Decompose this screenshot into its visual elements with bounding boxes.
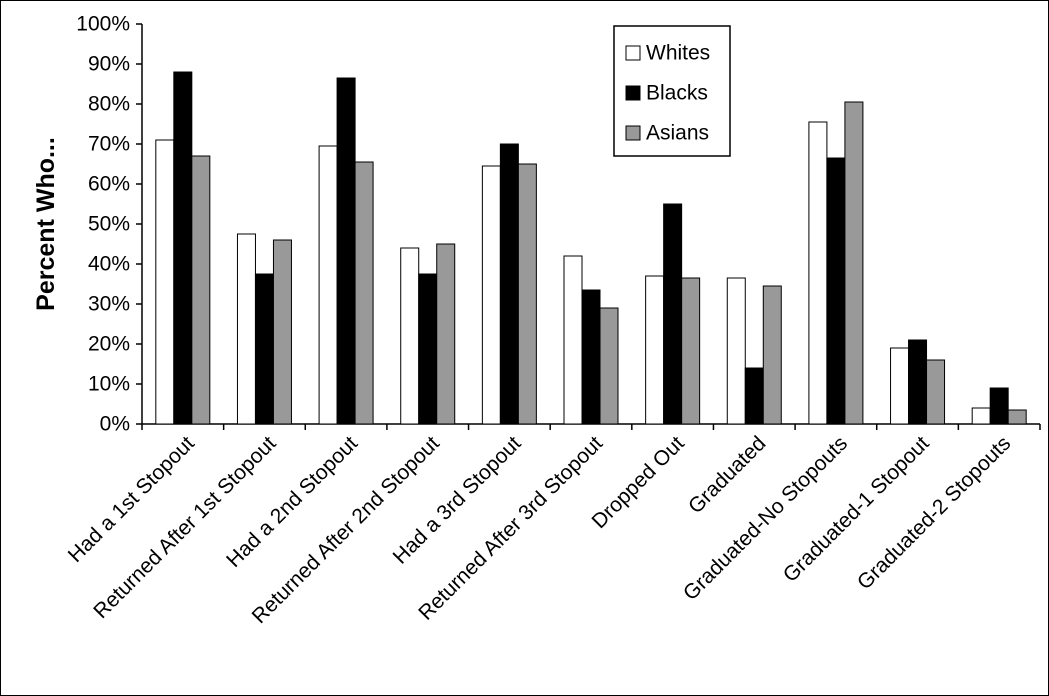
y-tick-label: 0% — [100, 413, 130, 436]
bar-asians — [272, 239, 292, 425]
legend-label: Blacks — [646, 82, 708, 105]
y-tick-labels: 0% 10% 20% 30% 40% 50% 60% 70% 80% 90% 100% — [76, 13, 130, 436]
y-tick-label: 50% — [88, 213, 130, 236]
bar-blacks — [744, 367, 764, 425]
bar-whites — [400, 247, 420, 425]
category-label: Graduated-1 Stopout — [779, 432, 934, 587]
bar-whites — [563, 255, 583, 425]
legend: Whites Blacks Asians — [613, 25, 731, 157]
bar-blacks — [499, 143, 519, 425]
legend-swatch — [625, 85, 641, 101]
bar-blacks — [173, 71, 193, 425]
bar-whites — [890, 347, 910, 425]
bar-asians — [517, 163, 537, 425]
bar-asians — [191, 155, 211, 425]
legend-swatch — [625, 45, 641, 61]
y-tick-label: 20% — [88, 333, 130, 356]
bar-asians — [926, 359, 946, 425]
bar-asians — [354, 161, 374, 425]
bar-whites — [236, 233, 256, 425]
y-tick-label: 60% — [88, 173, 130, 196]
bar-blacks — [336, 77, 356, 425]
bar-blacks — [826, 157, 846, 425]
chart-bars — [155, 71, 1027, 425]
y-tick-label: 90% — [88, 53, 130, 76]
bar-asians — [599, 307, 619, 425]
bar-whites — [645, 275, 665, 425]
y-tick-label: 100% — [76, 13, 130, 36]
bar-blacks — [663, 203, 683, 425]
category-label: Graduated — [684, 432, 770, 518]
bar-blacks — [254, 273, 274, 425]
y-tick-label: 80% — [88, 93, 130, 116]
bar-blacks — [418, 273, 438, 425]
bar-whites — [808, 121, 828, 425]
bar-asians — [844, 101, 864, 425]
bar-asians — [681, 277, 701, 425]
bar-asians — [762, 285, 782, 425]
bar-whites — [726, 277, 746, 425]
bar-whites — [971, 407, 991, 425]
category-label: Graduated-No Stopouts — [679, 432, 852, 605]
category-label: Graduated-2 Stopouts — [853, 432, 1015, 594]
legend-swatch — [625, 125, 641, 141]
y-tick-label: 70% — [88, 133, 130, 156]
bar-asians — [1007, 409, 1027, 425]
bar-blacks — [989, 387, 1009, 425]
y-tick-label: 30% — [88, 293, 130, 316]
legend-label: Asians — [646, 122, 709, 145]
y-tick-label: 10% — [88, 373, 130, 396]
y-axis-label: Percent Who... — [32, 137, 60, 311]
y-tick-label: 40% — [88, 253, 130, 276]
bar-blacks — [581, 289, 601, 425]
bar-blacks — [908, 339, 928, 425]
bar-asians — [436, 243, 456, 425]
bar-whites — [155, 139, 175, 425]
bar-whites — [318, 145, 338, 425]
bar-whites — [481, 165, 501, 425]
legend-label: Whites — [646, 42, 710, 65]
